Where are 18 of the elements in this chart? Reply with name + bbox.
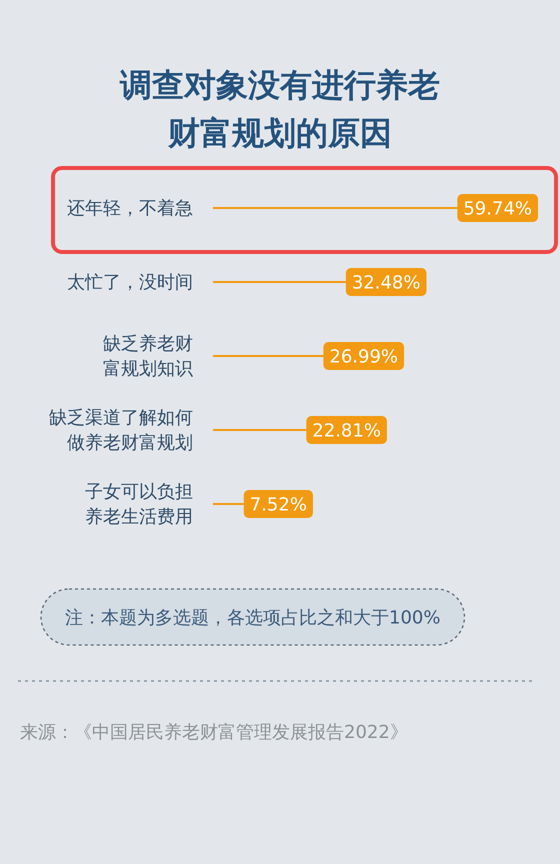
value-label: 32.48% [346,268,426,296]
value-label: 26.99% [323,342,404,370]
category-label: 太忙了，没时间 [67,272,193,293]
value-label: 22.81% [306,416,387,444]
category-label: 子女可以负担养老生活费用 [85,482,193,528]
data-label: 7.52% [250,494,307,516]
title: 调查对象没有进行养老财富规划的原因 [120,66,440,152]
note: 注：本题为多选题，各选项占比之和大于100% [40,588,466,646]
data-label: 32.48% [352,272,420,294]
category-label: 还年轻，不着急 [67,198,193,219]
value-label: 59.74% [457,194,538,222]
data-label: 59.74% [463,198,532,220]
source: 来源：《中国居民养老财富管理发展报告2022》 [20,722,408,743]
category-label: 缺乏养老财富规划知识 [103,334,193,380]
data-label: 22.81% [312,420,381,442]
value-label: 7.52% [244,490,313,518]
data-label: 26.99% [329,346,398,368]
category-label: 缺乏渠道了解如何做养老财富规划 [49,408,193,454]
